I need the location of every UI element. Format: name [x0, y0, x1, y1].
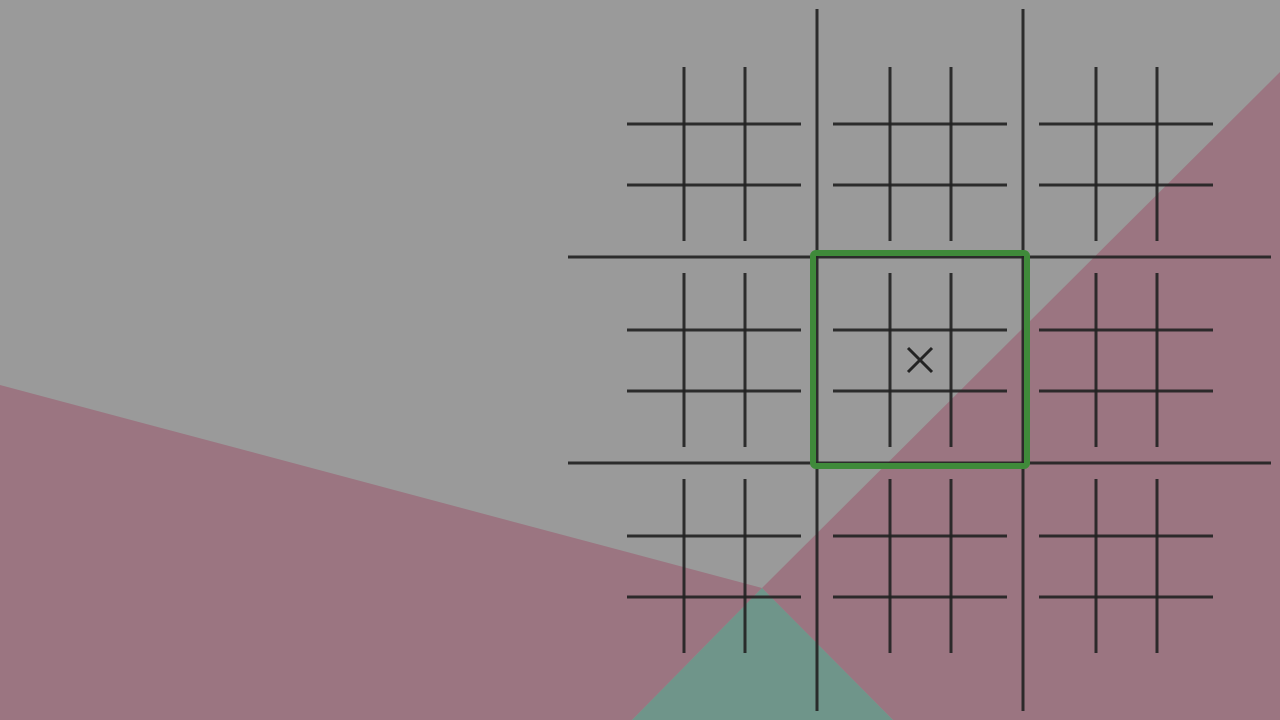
small-board-1-0[interactable]: [627, 273, 801, 447]
small-board-0-1[interactable]: [833, 67, 1007, 241]
small-board-hit-area[interactable]: [1039, 67, 1213, 241]
small-board-2-1[interactable]: [833, 479, 1007, 653]
small-board-hit-area[interactable]: [627, 479, 801, 653]
small-board-hit-area[interactable]: [1039, 479, 1213, 653]
active-board-outline: [810, 250, 1030, 469]
background-shape-teal: [632, 588, 893, 720]
small-board-2-0[interactable]: [627, 479, 801, 653]
small-board-0-2[interactable]: [1039, 67, 1213, 241]
small-board-2-2[interactable]: [1039, 479, 1213, 653]
small-board-hit-area[interactable]: [627, 273, 801, 447]
small-boards: [627, 67, 1213, 653]
small-board-hit-area[interactable]: [833, 479, 1007, 653]
x-mark-stroke: [906, 346, 934, 374]
small-board-1-2[interactable]: [1039, 273, 1213, 447]
x-mark: [906, 346, 934, 374]
small-board-hit-area[interactable]: [627, 67, 801, 241]
marks-layer: [906, 346, 934, 374]
background-shape-rose-left: [0, 385, 762, 720]
small-board-hit-area[interactable]: [1039, 273, 1213, 447]
small-board-0-0[interactable]: [627, 67, 801, 241]
small-board-hit-area[interactable]: [833, 67, 1007, 241]
small-board-1-1[interactable]: [833, 273, 1007, 447]
